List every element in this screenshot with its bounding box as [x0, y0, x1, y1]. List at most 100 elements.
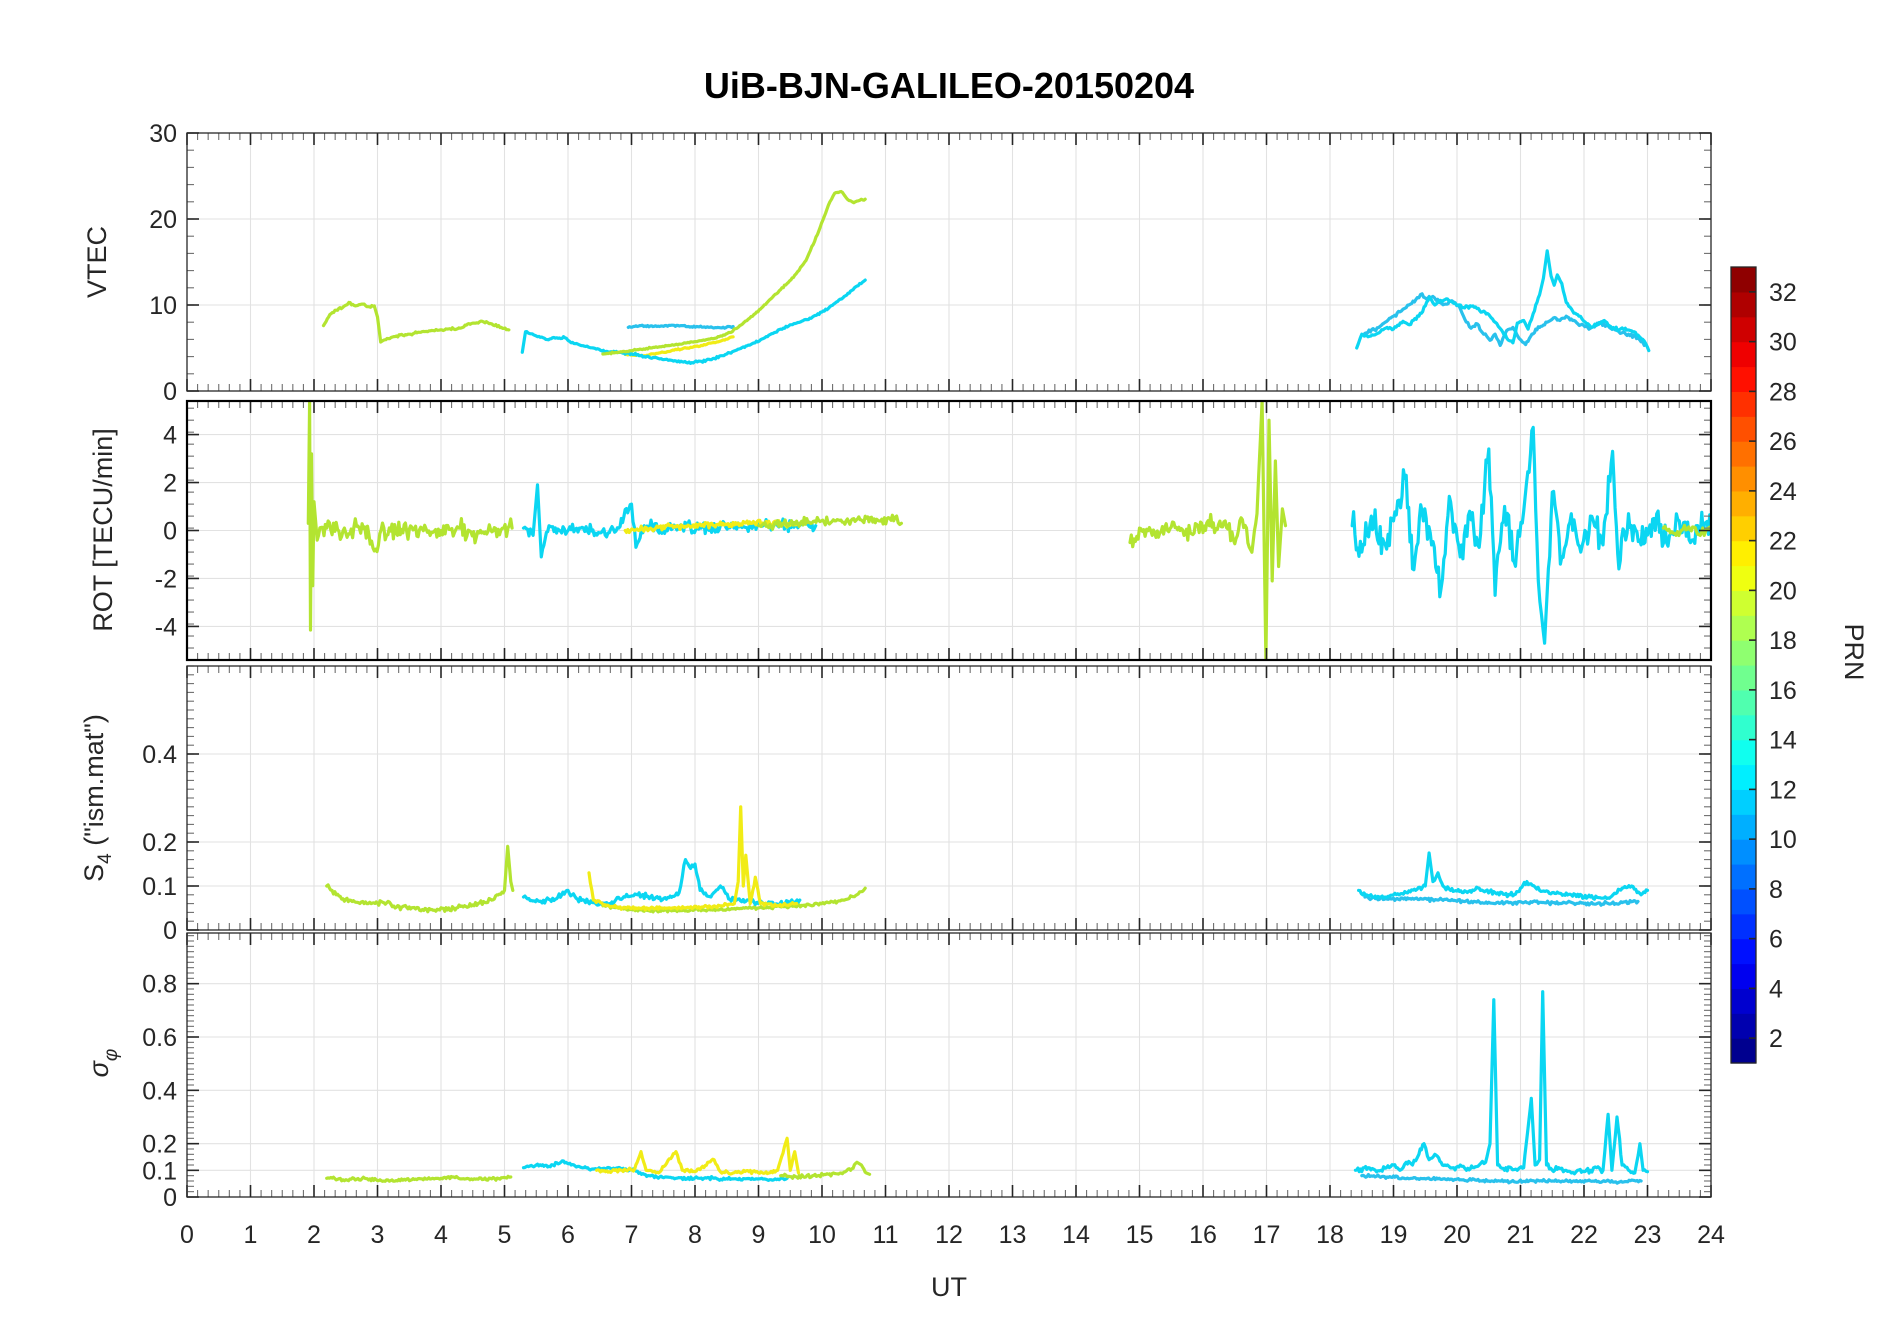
series-prn-12 — [521, 1159, 789, 1182]
x-tick-label: 20 — [1443, 1221, 1471, 1249]
colorbar-block — [1731, 267, 1756, 293]
series-prn-19 — [756, 513, 903, 531]
colorbar-tick-label: 20 — [1769, 577, 1797, 605]
series-group — [325, 990, 1650, 1185]
colorbar-block — [1731, 839, 1756, 865]
colorbar-block — [1731, 590, 1756, 616]
colorbar-block — [1731, 466, 1756, 492]
colorbar-block — [1731, 515, 1756, 542]
x-tick-label: 19 — [1380, 1221, 1408, 1249]
colorbar-block — [1731, 565, 1756, 591]
colorbar-tick-label: 28 — [1769, 378, 1797, 406]
colorbar-block — [1731, 1038, 1756, 1064]
y-tick-label: 0.2 — [142, 1131, 177, 1159]
y-tick-label: 0.6 — [142, 1024, 177, 1052]
y-tick-label: 20 — [149, 206, 177, 234]
x-tick-label: 4 — [434, 1221, 448, 1249]
x-tick-label: 0 — [180, 1221, 194, 1249]
series-prn-19 — [779, 1160, 872, 1180]
x-tick-label: 3 — [371, 1221, 385, 1249]
series-prn-19 — [321, 300, 511, 344]
colorbar-block — [1731, 391, 1756, 417]
y-tick-label: 30 — [149, 120, 177, 148]
colorbar-block — [1731, 689, 1756, 716]
series-prn-19 — [306, 402, 514, 632]
series-prn-12 — [1353, 990, 1650, 1176]
colorbar-block — [1731, 490, 1756, 517]
colorbar-block — [1731, 789, 1756, 815]
colorbar-tick-label: 22 — [1769, 528, 1797, 556]
colorbar-block — [1731, 764, 1756, 790]
colorbar-block — [1731, 615, 1756, 641]
colorbar-block — [1731, 913, 1756, 940]
x-axis-label: UT — [931, 1272, 967, 1302]
colorbar-tick-label: 4 — [1769, 975, 1783, 1003]
colorbar-block — [1731, 988, 1756, 1014]
colorbar-block — [1731, 888, 1756, 915]
colorbar-block — [1731, 739, 1756, 766]
x-tick-label: 7 — [625, 1221, 639, 1249]
panel-vtec: 0 10 20 30 — [149, 120, 1712, 406]
x-tick-label: 22 — [1570, 1221, 1598, 1249]
labels-layer: UiB-BJN-GALILEO-20150204 UT VTEC ROT [TE… — [79, 65, 1869, 1302]
y-tick-label: 2 — [163, 470, 177, 498]
colorbar-block — [1731, 540, 1756, 567]
x-tick-label: 6 — [561, 1221, 575, 1249]
y-label-s4-rest: ("ism.mat") — [79, 714, 109, 853]
x-tick-label: 5 — [498, 1221, 512, 1249]
x-tick-label: 1 — [244, 1221, 258, 1249]
y-label-s4: S4 ("ism.mat") — [79, 714, 116, 882]
y-tick-label: 0.1 — [142, 873, 177, 901]
colorbar-block — [1731, 441, 1756, 467]
grid-lines — [187, 933, 1711, 1197]
y-tick-label: -2 — [155, 565, 177, 593]
colorbar-block — [1731, 416, 1756, 442]
y-tick-label: 0.1 — [142, 1157, 177, 1185]
colorbar-tick-label: 24 — [1769, 478, 1797, 506]
x-tick-label: 23 — [1634, 1221, 1662, 1249]
series-prn-19 — [325, 1174, 513, 1183]
y-tick-label: -4 — [155, 613, 177, 641]
y-tick-label: 10 — [149, 292, 177, 320]
colorbar-tick-label: 6 — [1769, 926, 1783, 954]
x-tick-label: 18 — [1316, 1221, 1344, 1249]
series-group — [321, 189, 1651, 365]
colorbar-block — [1731, 864, 1756, 890]
panel-s4: 0 0.1 0.2 0.4 — [142, 665, 1712, 945]
series-group — [325, 805, 1650, 914]
x-tick-label: 8 — [688, 1221, 702, 1249]
colorbar-tick-label: 2 — [1769, 1025, 1783, 1053]
y-label-sigma-sub: φ — [101, 1049, 122, 1061]
chart-title: UiB-BJN-GALILEO-20150204 — [704, 65, 1194, 106]
series-prn-19 — [1128, 402, 1288, 659]
colorbar-block — [1731, 366, 1756, 392]
colorbar-block — [1731, 963, 1756, 989]
colorbar-block — [1731, 714, 1756, 741]
x-tick-label: 17 — [1253, 1221, 1281, 1249]
series-prn-19 — [1661, 523, 1710, 538]
colorbar-block — [1731, 814, 1756, 840]
x-tick-label: 14 — [1062, 1221, 1090, 1249]
series-group — [306, 402, 1710, 659]
y-tick-label: 0.4 — [142, 1077, 177, 1105]
series-prn-20 — [587, 805, 799, 912]
x-tick-label: 15 — [1126, 1221, 1154, 1249]
x-tick-label: 12 — [935, 1221, 963, 1249]
series-prn-11 — [626, 323, 735, 330]
colorbar-block — [1731, 665, 1756, 691]
y-tick-label: 0 — [163, 378, 177, 406]
colorbar-block — [1731, 341, 1756, 368]
colorbar-tick-label: 16 — [1769, 677, 1797, 705]
colorbar-block — [1731, 938, 1756, 965]
x-tick-label: 10 — [808, 1221, 836, 1249]
series-prn-20 — [595, 1136, 801, 1176]
panels-layer: 0102030-4-202400.10.20.400.10.20.40.60.8… — [142, 120, 1725, 1249]
colorbar-label: PRN — [1839, 623, 1869, 680]
colorbar-block — [1731, 1013, 1756, 1039]
y-label-s4-sub: 4 — [95, 853, 116, 864]
panel-rot: -4 -2 0 2 4 — [155, 399, 1713, 662]
